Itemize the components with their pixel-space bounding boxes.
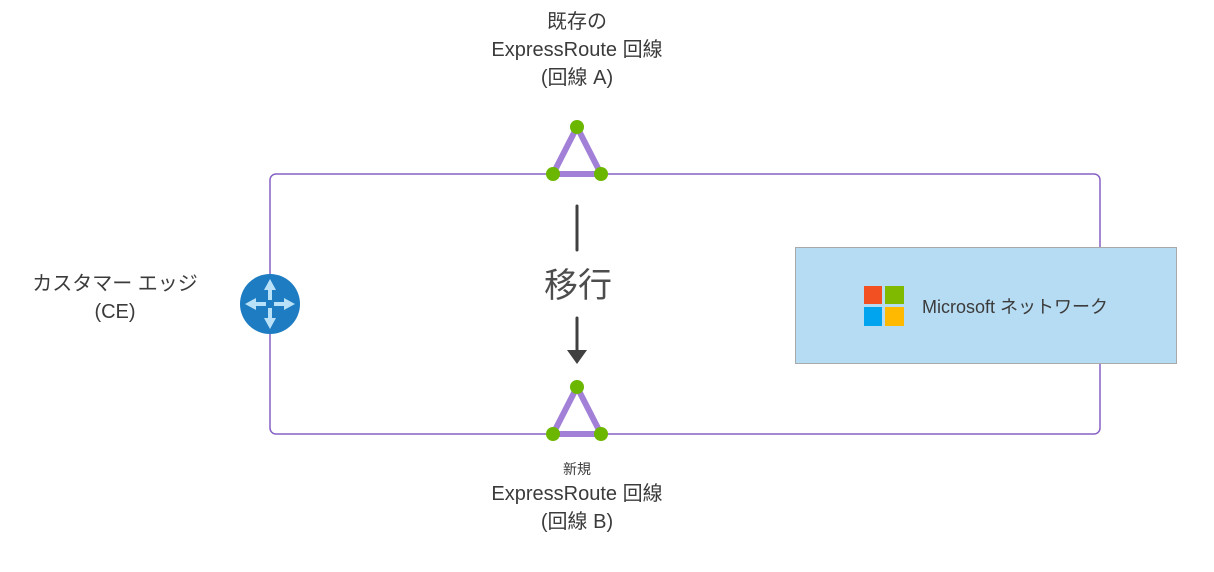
bottom-circuit-label: 新規 ExpressRoute 回線 (回線 B)	[457, 460, 697, 536]
migration-label: 移行	[518, 258, 638, 307]
customer-edge-label: カスタマー エッジ (CE)	[20, 270, 210, 326]
microsoft-logo-icon	[864, 286, 904, 326]
ms-logo-tr	[885, 286, 904, 305]
bottom-circuit-line1: 新規	[457, 460, 697, 480]
top-circuit-label: 既存の ExpressRoute 回線 (回線 A)	[457, 8, 697, 92]
triangle-bottom	[546, 380, 608, 441]
top-circuit-line3: (回線 A)	[457, 64, 697, 92]
router-icon	[240, 274, 300, 334]
ce-line2: (CE)	[20, 298, 210, 326]
diagram-canvas: 既存の ExpressRoute 回線 (回線 A) カスタマー エッジ (CE…	[0, 0, 1214, 572]
top-circuit-line2: ExpressRoute 回線	[457, 36, 697, 64]
ms-logo-br	[885, 307, 904, 326]
bottom-circuit-line3: (回線 B)	[457, 508, 697, 536]
microsoft-network-box: Microsoft ネットワーク	[795, 247, 1177, 364]
microsoft-network-label: Microsoft ネットワーク	[922, 293, 1108, 319]
top-circuit-line1: 既存の	[457, 8, 697, 36]
ce-line1: カスタマー エッジ	[20, 270, 210, 298]
ms-logo-bl	[864, 307, 883, 326]
bottom-circuit-line2: ExpressRoute 回線	[457, 480, 697, 508]
triangle-top	[546, 120, 608, 181]
ms-logo-tl	[864, 286, 883, 305]
